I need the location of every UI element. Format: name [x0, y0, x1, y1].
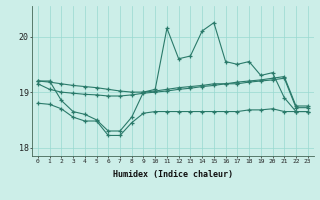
X-axis label: Humidex (Indice chaleur): Humidex (Indice chaleur) [113, 170, 233, 179]
